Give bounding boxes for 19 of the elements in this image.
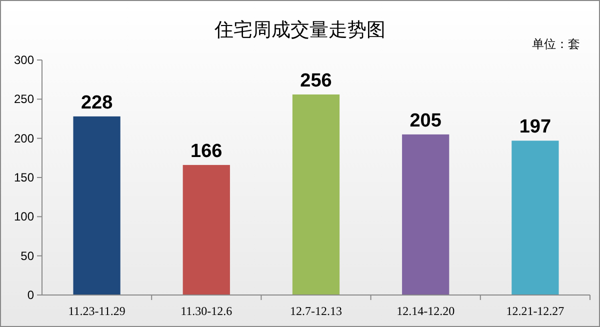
y-tick-label: 200 [14,131,34,146]
data-label: 205 [410,110,442,132]
y-tick-label: 50 [20,248,34,263]
chart-title: 住宅周成交量走势图 [214,19,386,41]
data-label: 197 [519,116,552,138]
x-tick-label: 12.21-12.27 [506,304,564,318]
y-tick-label: 0 [27,288,34,302]
y-tick-label: 150 [14,170,34,184]
x-tick-label: 12.7-12.13 [290,304,342,318]
text: 单位：套 [532,37,580,51]
y-tick-label: 250 [14,92,34,106]
x-tick-label: 12.14-12.20 [396,304,455,318]
x-tick-label: 11.23-11.29 [68,304,126,318]
data-label: 166 [190,140,222,162]
x-tick-label: 11.30-12.6 [180,304,232,318]
data-label: 228 [80,92,113,114]
y-tick-label: 100 [14,210,34,224]
data-label: 256 [300,70,332,92]
y-tick-label: 300 [14,53,34,67]
